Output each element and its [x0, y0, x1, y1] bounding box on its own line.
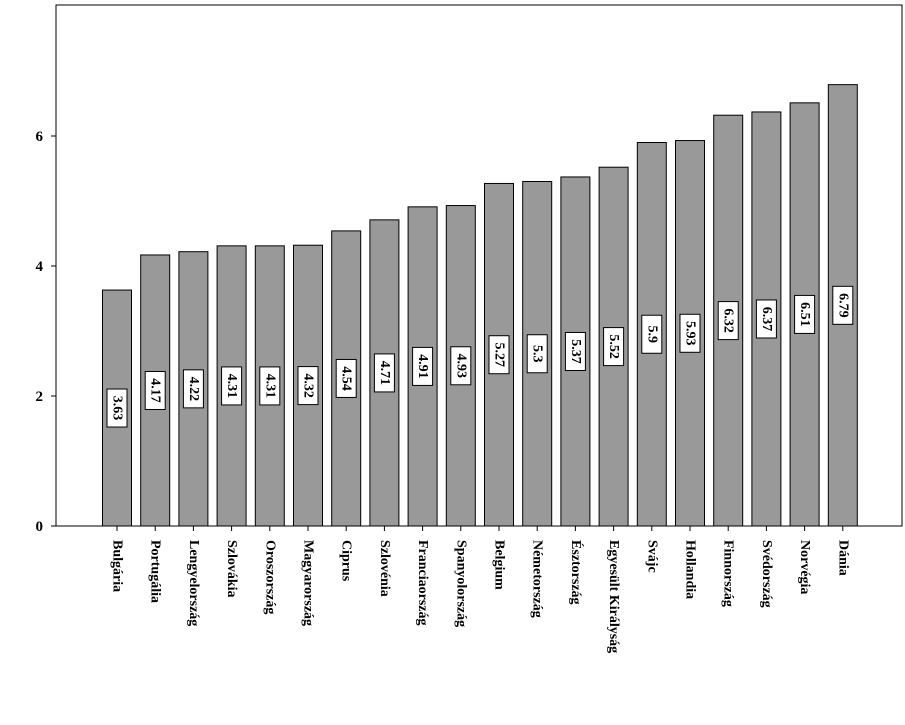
data-label: 5.27: [492, 342, 507, 367]
data-label-box: [526, 334, 548, 374]
x-category-label: Spanyolország: [453, 540, 468, 627]
data-label-box: [106, 388, 128, 428]
x-category-label: Portugália: [148, 540, 163, 603]
data-label: 4.22: [186, 377, 201, 402]
x-category-label: Svédország: [759, 540, 774, 608]
x-category-label: Lengyelország: [186, 540, 201, 626]
y-tick-label: 6: [36, 129, 44, 145]
data-label: 4.54: [339, 366, 354, 391]
bars: [102, 84, 858, 527]
data-label-box: [564, 331, 586, 371]
x-category-label: Oroszország: [262, 540, 277, 614]
x-category-label: Ciprus: [339, 540, 354, 582]
data-label-box: [297, 366, 319, 406]
x-category-label: Egyesült Királyság: [606, 540, 621, 653]
data-label-box: [794, 294, 816, 334]
data-label: 6.32: [721, 308, 736, 333]
data-label: 4.31: [224, 374, 239, 399]
x-category-label: Szlovénia: [377, 540, 392, 597]
y-axis: 0 2 4 6: [36, 129, 56, 535]
data-label-box: [450, 346, 472, 386]
y-tick-label: 2: [36, 389, 44, 405]
data-label: 5.93: [683, 321, 698, 346]
x-category-label: Finnország: [721, 540, 736, 607]
data-label-box: [144, 370, 166, 410]
x-category-label: Hollandia: [683, 540, 698, 599]
data-label: 6.37: [759, 307, 774, 332]
data-label-box: [373, 353, 395, 393]
data-label-box: [717, 301, 739, 341]
data-label-box: [259, 366, 281, 406]
data-label-box: [603, 327, 625, 367]
data-label-box: [182, 369, 204, 409]
data-label: 3.63: [110, 396, 125, 421]
x-category-label: Belgium: [492, 540, 507, 590]
x-category-label: Észtország: [568, 540, 585, 605]
data-label: 4.91: [415, 354, 430, 379]
data-label: 4.32: [301, 373, 316, 398]
data-label: 4.31: [262, 374, 277, 399]
data-label: 4.93: [453, 354, 468, 379]
data-label: 6.51: [797, 302, 812, 327]
y-tick-label: 4: [36, 259, 44, 275]
x-category-label: Bulgária: [110, 540, 125, 592]
data-label: 6.79: [835, 293, 850, 318]
x-axis: Bulgária Portugália Lengyelország Szlovákia…: [110, 526, 850, 653]
data-label-box: [832, 285, 854, 325]
data-label: 4.71: [377, 361, 392, 386]
x-category-label: Norvégia: [797, 540, 812, 594]
x-category-label: Magyarország: [301, 540, 316, 626]
data-label-box: [679, 313, 701, 353]
x-category-label: Németország: [530, 540, 545, 618]
data-label-box: [335, 358, 357, 398]
y-tick-label: 0: [36, 519, 44, 535]
data-label: 4.17: [148, 378, 163, 403]
data-label-box: [221, 366, 243, 406]
data-label-box: [755, 299, 777, 339]
x-category-label: Dánia: [835, 540, 850, 576]
x-category-label: Svájc: [644, 540, 659, 573]
x-category-label: Franciaország: [415, 540, 430, 626]
data-labels: 3.63 4.17 4.22 4.31 4.31 4.32 4.54 4.71 4.91 4.93…: [106, 285, 854, 428]
data-label-box: [488, 335, 510, 375]
data-label-box: [412, 346, 434, 386]
x-category-label: Szlovákia: [224, 540, 239, 598]
data-label: 5.3: [530, 345, 545, 363]
data-label: 5.9: [644, 326, 659, 344]
data-label: 5.37: [568, 339, 583, 364]
data-label: 5.52: [606, 334, 621, 359]
data-label-box: [641, 314, 663, 354]
